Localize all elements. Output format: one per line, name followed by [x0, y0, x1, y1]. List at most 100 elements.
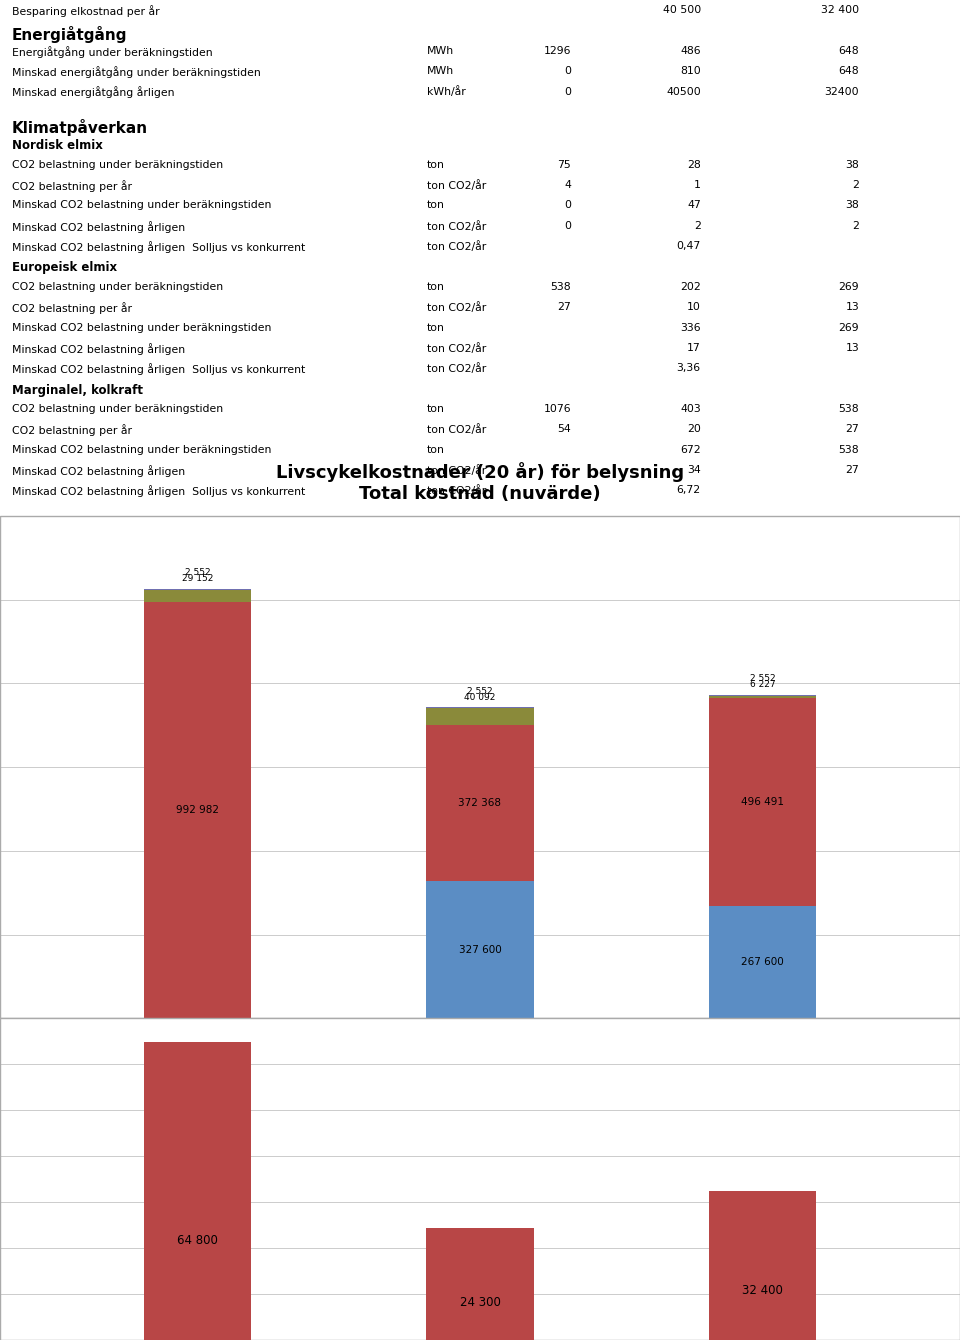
- Text: 32400: 32400: [825, 87, 859, 96]
- Text: ton: ton: [427, 159, 445, 170]
- Text: 34: 34: [687, 465, 701, 474]
- Text: ton CO2/år: ton CO2/år: [427, 363, 487, 374]
- Text: 29 152: 29 152: [182, 575, 213, 583]
- Text: 6 227: 6 227: [750, 679, 775, 689]
- Text: 0: 0: [564, 201, 571, 210]
- Text: 6,72: 6,72: [677, 485, 701, 496]
- Text: 267 600: 267 600: [741, 957, 783, 967]
- Text: 2 552: 2 552: [750, 674, 775, 683]
- Text: CO2 belastning per år: CO2 belastning per år: [12, 180, 132, 192]
- Text: 27: 27: [558, 302, 571, 312]
- Bar: [708, 1191, 816, 1340]
- Text: ton CO2/år: ton CO2/år: [427, 343, 487, 354]
- Text: Minskad CO2 belastning årligen: Minskad CO2 belastning årligen: [12, 221, 184, 233]
- Text: 38: 38: [846, 159, 859, 170]
- Text: CO2 belastning per år: CO2 belastning per år: [12, 425, 132, 436]
- Text: 269: 269: [839, 281, 859, 292]
- Text: Energiåtgång: Energiåtgång: [12, 25, 127, 43]
- Text: Minskad energiåtgång årligen: Minskad energiåtgång årligen: [12, 87, 174, 98]
- Text: 648: 648: [839, 46, 859, 56]
- Text: 64 800: 64 800: [178, 1234, 218, 1248]
- Bar: [708, 698, 816, 906]
- Text: Europeisk elmix: Europeisk elmix: [12, 261, 117, 275]
- Text: Minskad CO2 belastning under beräkningstiden: Minskad CO2 belastning under beräkningst…: [12, 445, 271, 454]
- Text: 486: 486: [681, 46, 701, 56]
- Text: 13: 13: [846, 343, 859, 352]
- Text: Besparing elkostnad per år: Besparing elkostnad per år: [12, 5, 159, 17]
- Text: 13: 13: [846, 302, 859, 312]
- Text: MWh: MWh: [427, 46, 454, 56]
- Text: 269: 269: [839, 323, 859, 332]
- Text: 20: 20: [687, 425, 701, 434]
- Bar: [426, 1229, 534, 1340]
- Text: 600: 600: [188, 1026, 207, 1036]
- Bar: [708, 695, 816, 698]
- Text: ton CO2/år: ton CO2/år: [427, 465, 487, 476]
- Text: Minskad energiåtgång under beräkningstiden: Minskad energiåtgång under beräkningstid…: [12, 66, 260, 78]
- Bar: [426, 709, 534, 725]
- Text: ton: ton: [427, 281, 445, 292]
- Text: CO2 belastning under beräkningstiden: CO2 belastning under beräkningstiden: [12, 281, 223, 292]
- Text: Klimatpåverkan: Klimatpåverkan: [12, 119, 148, 137]
- Text: MWh: MWh: [427, 66, 454, 76]
- Text: 24 300: 24 300: [460, 1296, 500, 1309]
- Text: 2: 2: [694, 221, 701, 230]
- Text: Minskad CO2 belastning årligen: Minskad CO2 belastning årligen: [12, 343, 184, 355]
- Text: 10: 10: [687, 302, 701, 312]
- Text: 27: 27: [846, 465, 859, 474]
- Bar: [144, 1043, 252, 1340]
- Text: 2: 2: [852, 180, 859, 190]
- Text: Nordisk elmix: Nordisk elmix: [12, 139, 103, 153]
- Text: 810: 810: [680, 66, 701, 76]
- Text: 38: 38: [846, 201, 859, 210]
- Text: 28: 28: [687, 159, 701, 170]
- Text: 27: 27: [846, 425, 859, 434]
- Text: Energiåtgång under beräkningstiden: Energiåtgång under beräkningstiden: [12, 46, 212, 58]
- Text: 1: 1: [694, 180, 701, 190]
- Text: kWh/år: kWh/år: [427, 87, 466, 98]
- Text: 4: 4: [564, 180, 571, 190]
- Text: CO2 belastning under beräkningstiden: CO2 belastning under beräkningstiden: [12, 403, 223, 414]
- Text: 538: 538: [839, 403, 859, 414]
- Text: ton CO2/år: ton CO2/år: [427, 241, 487, 252]
- Text: Minskad CO2 belastning årligen: Minskad CO2 belastning årligen: [12, 465, 184, 477]
- Text: 1076: 1076: [543, 403, 571, 414]
- Bar: [426, 882, 534, 1018]
- Text: ton: ton: [427, 403, 445, 414]
- Text: Minskad CO2 belastning årligen  Solljus vs konkurrent: Minskad CO2 belastning årligen Solljus v…: [12, 363, 304, 375]
- Text: 32 400: 32 400: [742, 1284, 782, 1297]
- Text: 992 982: 992 982: [176, 805, 219, 815]
- Text: ton: ton: [427, 445, 445, 454]
- Text: 17: 17: [687, 343, 701, 352]
- Text: 0: 0: [564, 87, 571, 96]
- Text: 2 552: 2 552: [185, 568, 210, 578]
- Text: 2 552: 2 552: [468, 686, 492, 695]
- Text: 1296: 1296: [543, 46, 571, 56]
- Text: 496 491: 496 491: [741, 797, 784, 808]
- Text: Minskad CO2 belastning årligen  Solljus vs konkurrent: Minskad CO2 belastning årligen Solljus v…: [12, 241, 304, 253]
- Bar: [426, 725, 534, 882]
- Bar: [144, 603, 252, 1018]
- Bar: [708, 906, 816, 1018]
- Text: ton CO2/år: ton CO2/år: [427, 425, 487, 436]
- Text: 538: 538: [551, 281, 571, 292]
- Text: 538: 538: [839, 445, 859, 454]
- Text: 32 400: 32 400: [821, 5, 859, 15]
- Bar: [0, 1018, 960, 1340]
- Text: 54: 54: [558, 425, 571, 434]
- Text: 327 600: 327 600: [459, 945, 501, 955]
- Text: 0,47: 0,47: [677, 241, 701, 251]
- Text: Minskad CO2 belastning under beräkningstiden: Minskad CO2 belastning under beräkningst…: [12, 323, 271, 332]
- Text: 40 092: 40 092: [465, 693, 495, 702]
- Text: ton: ton: [427, 201, 445, 210]
- Bar: [0, 516, 960, 1018]
- Title: Livscykelkostnader (20 år) för belysning
Total kostnad (nuvärde): Livscykelkostnader (20 år) för belysning…: [276, 462, 684, 504]
- Text: Minskad CO2 belastning årligen  Solljus vs konkurrent: Minskad CO2 belastning årligen Solljus v…: [12, 485, 304, 497]
- Text: 40500: 40500: [666, 87, 701, 96]
- Text: 47: 47: [687, 201, 701, 210]
- Text: CO2 belastning per år: CO2 belastning per år: [12, 302, 132, 314]
- Text: ton CO2/år: ton CO2/år: [427, 180, 487, 192]
- Text: 336: 336: [681, 323, 701, 332]
- Text: ton CO2/år: ton CO2/år: [427, 485, 487, 496]
- Text: 3,36: 3,36: [677, 363, 701, 373]
